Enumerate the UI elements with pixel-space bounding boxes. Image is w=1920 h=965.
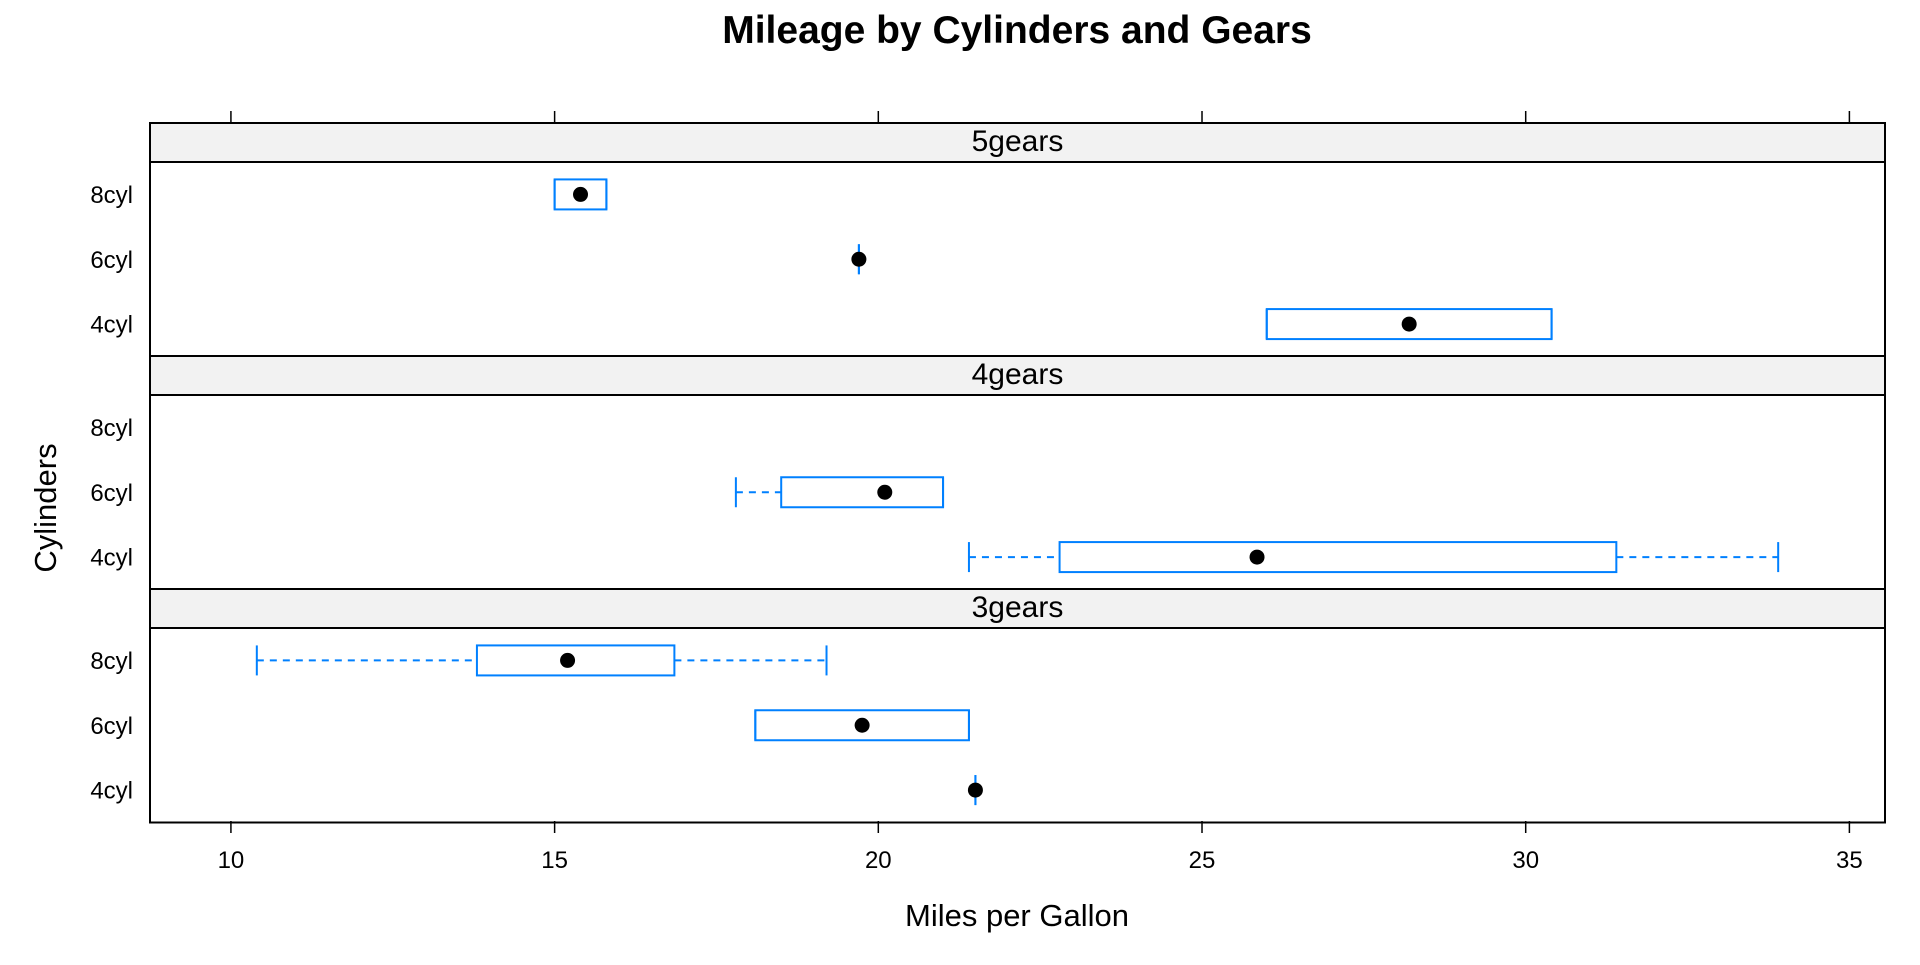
median-dot [1401, 316, 1417, 332]
median-dot [1249, 549, 1265, 565]
plot-area: 10 15 20 25 30 35 5gears 8cyl 6cyl 4cyl 4gears 8cyl… [90, 111, 1886, 874]
panel-strip [149, 355, 1886, 396]
panel-frame [149, 161, 1886, 358]
box-iqr [475, 644, 676, 677]
category-label: 4cyl [90, 778, 133, 805]
category-label: 4cyl [90, 312, 133, 339]
box-iqr [780, 476, 945, 509]
y-axis-label: Cylinders [28, 443, 63, 572]
chart-title: Mileage by Cylinders and Gears [722, 9, 1312, 52]
panel-frame [149, 627, 1886, 824]
panel-strip [149, 588, 1886, 629]
median-dot [877, 484, 893, 500]
x-tick-label: 20 [865, 847, 892, 874]
category-label: 6cyl [90, 713, 133, 740]
box-iqr [754, 709, 970, 742]
panel-frame [149, 394, 1886, 591]
category-label: 8cyl [90, 648, 133, 675]
x-axis-label: Miles per Gallon [905, 898, 1129, 933]
median-dot [573, 186, 589, 202]
category-label: 4cyl [90, 545, 133, 572]
panel-strip-label: 5gears [972, 125, 1064, 158]
median-dot [854, 717, 870, 733]
x-tick-label: 35 [1836, 847, 1863, 874]
x-tick-label: 10 [218, 847, 245, 874]
median-dot [560, 652, 576, 668]
category-label: 8cyl [90, 415, 133, 442]
x-tick-label: 25 [1189, 847, 1216, 874]
box-iqr [1265, 308, 1553, 341]
x-tick-label: 30 [1512, 847, 1539, 874]
x-tick-label: 15 [541, 847, 568, 874]
panel-strip-label: 4gears [972, 358, 1064, 391]
category-label: 6cyl [90, 247, 133, 274]
category-label: 8cyl [90, 182, 133, 209]
panel-strip-label: 3gears [972, 591, 1064, 624]
median-dot [851, 251, 867, 267]
box-iqr [553, 178, 608, 211]
box-iqr [1058, 541, 1618, 574]
median-dot [967, 782, 983, 798]
panel-strip [149, 122, 1886, 163]
category-label: 6cyl [90, 480, 133, 507]
